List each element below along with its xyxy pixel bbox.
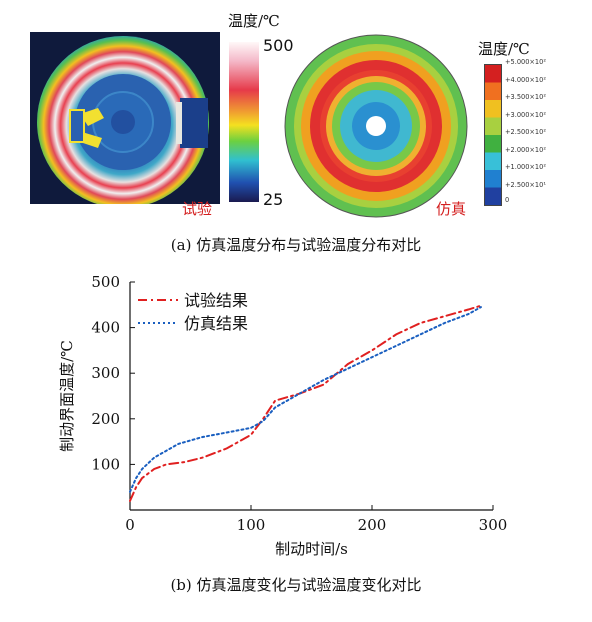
simulation-tick: +3.500×10² xyxy=(505,93,546,101)
simulation-contour-image xyxy=(284,34,468,218)
experiment-colorbar xyxy=(229,42,259,202)
y-tick-label: 300 xyxy=(91,364,120,382)
simulation-tick: +3.000×10² xyxy=(505,110,546,119)
experiment-colorbar-max: 500 xyxy=(263,36,294,55)
series-line-1 xyxy=(129,304,482,502)
x-tick-label: 100 xyxy=(237,516,266,534)
simulation-colorbar-ticks: +5.000×10² +4.000×10² +3.500×10² +3.000×… xyxy=(505,58,591,208)
experiment-tag: 试验 xyxy=(182,200,213,218)
simulation-colorbar xyxy=(484,64,502,206)
legend-label: 试验结果 xyxy=(184,291,248,310)
experiment-thermal-image xyxy=(30,32,220,204)
simulation-tick: 0 xyxy=(505,196,510,204)
y-tick-label: 400 xyxy=(91,319,120,337)
simulation-tick: +1.000×10² xyxy=(505,163,546,171)
legend-label: 仿真结果 xyxy=(184,314,248,333)
y-tick-label: 100 xyxy=(91,455,120,473)
x-tick-label: 0 xyxy=(125,516,135,534)
series-line-2 xyxy=(129,306,482,493)
simulation-tick: +2.500×10² xyxy=(505,128,546,136)
simulation-tag: 仿真 xyxy=(436,200,467,218)
panel-a: 温度/℃ 500 25 试验 温度/℃ +5.000×10² +4.000×10… xyxy=(0,0,592,262)
y-axis-label: 制动界面温度/℃ xyxy=(58,340,76,452)
simulation-tick: +2.500×10¹ xyxy=(505,180,546,189)
chart-axes: 0 100 200 300 100 200 300 400 500 xyxy=(91,273,507,534)
x-tick-label: 300 xyxy=(479,516,508,534)
simulation-tick: +2.000×10² xyxy=(505,145,546,154)
experiment-colorbar-title: 温度/℃ xyxy=(228,12,280,30)
chart-series xyxy=(129,304,482,502)
y-tick-label: 200 xyxy=(91,410,120,428)
caption-b: (b) 仿真温度变化与试验温度变化对比 xyxy=(170,576,422,594)
simulation-tick: +4.000×10² xyxy=(505,75,546,84)
caption-a: (a) 仿真温度分布与试验温度分布对比 xyxy=(170,236,422,254)
x-axis-label: 制动时间/s xyxy=(275,540,348,558)
x-tick-label: 200 xyxy=(358,516,387,534)
simulation-colorbar-title: 温度/℃ xyxy=(478,40,530,58)
y-tick-label: 500 xyxy=(91,273,120,291)
simulation-tick: +5.000×10² xyxy=(505,58,546,66)
experiment-colorbar-min: 25 xyxy=(263,190,284,209)
